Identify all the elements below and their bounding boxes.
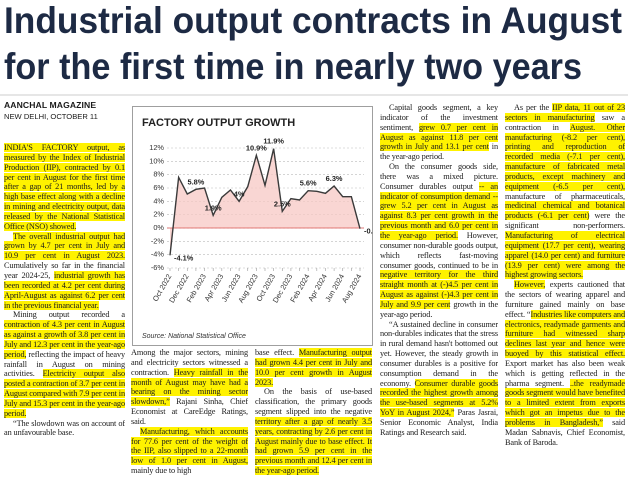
text: experts cautioned that the sectors of we… <box>505 280 625 319</box>
paragraph: As per the IIP data, 11 out of 23 sector… <box>505 103 625 280</box>
text-column: Among the major sectors, mining and elec… <box>131 348 248 483</box>
byline: AANCHAL MAGAZINE NEW DELHI, OCTOBER 11 <box>4 100 128 121</box>
text: Rajani Sinha, Chief Economist at CareEdg… <box>131 397 248 426</box>
data-label: 5.6% <box>300 179 317 188</box>
data-label: 1.9% <box>205 203 222 212</box>
area <box>170 148 360 256</box>
highlighted-text: INDIA'S FACTORY output, as measured by t… <box>4 143 125 231</box>
text: Among the major sectors, mining and elec… <box>131 348 248 377</box>
text: in the year-ago period. <box>380 142 498 162</box>
text: were the significant non-performers. <box>505 211 625 231</box>
text: Capital goods segment, a key indicator o… <box>380 103 498 132</box>
text: On the basis of use-based classification… <box>255 387 372 417</box>
text-column: INDIA'S FACTORY output, as measured by t… <box>4 143 125 483</box>
highlighted-text: Manufacturing, which accounts for 77.6 p… <box>131 426 248 466</box>
paragraph: Mining output recorded a contraction of … <box>4 310 125 418</box>
headline-line: for the first time in nearly two years <box>4 46 582 87</box>
paragraph: Capital goods segment, a key indicator o… <box>380 103 498 162</box>
data-label: 11.9% <box>263 137 284 146</box>
text: said Madan Sabnavis, Chief Economist, Ba… <box>505 418 625 447</box>
paragraph: On the consumer goods side, there was a … <box>380 162 498 320</box>
text: “A sustained decline in consumer non-dur… <box>380 319 498 388</box>
text: reflecting the impact of heavy rainfall … <box>4 349 125 379</box>
y-tick-label: 10% <box>149 156 164 165</box>
paragraph: Manufacturing, which accounts for 77.6 p… <box>131 426 248 476</box>
paragraph: INDIA'S FACTORY output, as measured by t… <box>4 143 125 232</box>
paragraph: Among the major sectors, mining and elec… <box>131 348 248 427</box>
text-column: As per the IIP data, 11 out of 23 sector… <box>505 103 625 483</box>
dateline: NEW DELHI, OCTOBER 11 <box>4 112 98 121</box>
y-tick-label: -2% <box>151 236 165 245</box>
text: growth in the year-ago period. <box>380 299 498 319</box>
paragraph: The overall industrial output had grown … <box>4 231 125 311</box>
text: mainly due to high <box>131 466 192 476</box>
chart: FACTORY OUTPUT GROWTH Source: National S… <box>132 106 373 346</box>
data-label: 4% <box>234 189 245 198</box>
highlighted-text: However, <box>514 280 546 290</box>
author: AANCHAL MAGAZINE <box>4 100 97 110</box>
paragraph: “A sustained decline in consumer non-dur… <box>380 320 498 438</box>
text: Cumulatively so far in the financial yea… <box>4 261 125 280</box>
text: Export market has also been weak which i… <box>505 358 625 388</box>
data-label: 10.9% <box>246 143 267 152</box>
paragraph: “The slowdown was on account of an unfav… <box>4 419 125 439</box>
data-label: -0.1% <box>364 227 373 236</box>
text-column: base effect. Manufacturing output had gr… <box>255 348 372 483</box>
text: saw a contraction in <box>505 112 625 132</box>
headline-block: Industrial output contracts in August fo… <box>0 0 628 96</box>
paragraph: On the basis of use-based classification… <box>255 387 372 476</box>
data-label: 6.3% <box>326 174 343 183</box>
paragraph: However, experts cautioned that the sect… <box>505 280 625 447</box>
highlighted-text: August. Other manufacturing (-8.2 per ce… <box>505 122 625 191</box>
text: Paras Jasrai, Senior Economic Analyst, I… <box>380 408 498 437</box>
text: On the consumer goods side, there was a … <box>380 162 498 191</box>
text-column: Capital goods segment, a key indicator o… <box>380 103 498 483</box>
y-tick-label: 4% <box>153 196 164 205</box>
y-tick-label: -4% <box>151 250 165 259</box>
text: Mining output recorded a <box>13 310 125 320</box>
text: base effect. <box>255 348 299 357</box>
highlighted-text: territory after a gap of nearly 3.5 year… <box>255 416 372 476</box>
data-label: 2.5% <box>274 199 291 208</box>
data-label: 5.8% <box>187 177 204 186</box>
chart-source: Source: National Statistical Office <box>142 333 246 340</box>
chart-title: FACTORY OUTPUT GROWTH <box>142 117 295 129</box>
line <box>169 148 361 256</box>
text: manufacture of pharmaceuticals, <box>505 191 625 201</box>
text: As per the <box>514 103 553 112</box>
y-tick-label: 8% <box>153 170 164 179</box>
y-tick-label: 0% <box>153 223 164 232</box>
y-tick-label: 6% <box>153 183 164 192</box>
data-label: -4.1% <box>174 253 194 262</box>
y-tick-label: 12% <box>149 143 164 152</box>
highlighted-text: Industries like computers and electronic… <box>505 309 625 359</box>
text: “The slowdown was on account of an unfav… <box>4 418 125 438</box>
paragraph: base effect. Manufacturing output had gr… <box>255 348 372 387</box>
y-tick-label: -6% <box>151 263 165 272</box>
text: However, consumer non-durable goods outp… <box>380 230 498 270</box>
headline-line: Industrial output contracts in August <box>4 0 622 41</box>
y-tick-label: 2% <box>153 210 164 219</box>
highlighted-text: Manufacturing of electrical equipment (1… <box>505 230 625 280</box>
highlighted-text: The overall industrial output had grown … <box>4 231 125 261</box>
